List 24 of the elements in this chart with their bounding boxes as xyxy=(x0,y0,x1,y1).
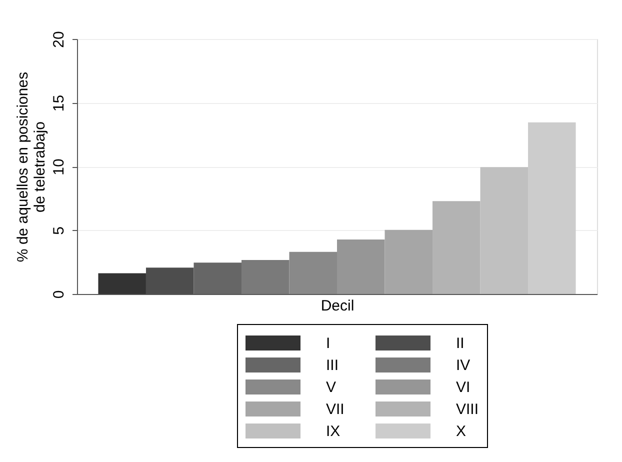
x-axis-title: Decil xyxy=(320,298,354,314)
bar xyxy=(384,230,433,294)
legend-label: VI xyxy=(456,379,470,396)
y-tick-label: 5 xyxy=(50,226,68,235)
y-tick-label: 20 xyxy=(50,31,68,48)
y-tick-label: 0 xyxy=(50,290,68,299)
legend-label: IX xyxy=(326,423,340,440)
bar xyxy=(98,273,146,294)
bar xyxy=(432,201,480,294)
bar xyxy=(337,240,385,294)
legend-label: VII xyxy=(326,401,344,418)
bar xyxy=(194,262,242,294)
y-tick-label: 15 xyxy=(50,94,68,112)
legend-label: VIII xyxy=(456,401,479,418)
legend-label: II xyxy=(456,335,464,352)
bar xyxy=(289,252,337,294)
bar xyxy=(241,260,290,294)
y-axis-title: % de aquellos en posiciones de teletrabajo xyxy=(14,72,48,262)
legend-label: III xyxy=(326,357,339,374)
legend-label: I xyxy=(326,335,330,352)
legend-label: X xyxy=(456,423,466,440)
legend-label: IV xyxy=(456,357,470,374)
y-tick-label: 10 xyxy=(50,158,68,176)
legend-label: V xyxy=(326,379,336,396)
